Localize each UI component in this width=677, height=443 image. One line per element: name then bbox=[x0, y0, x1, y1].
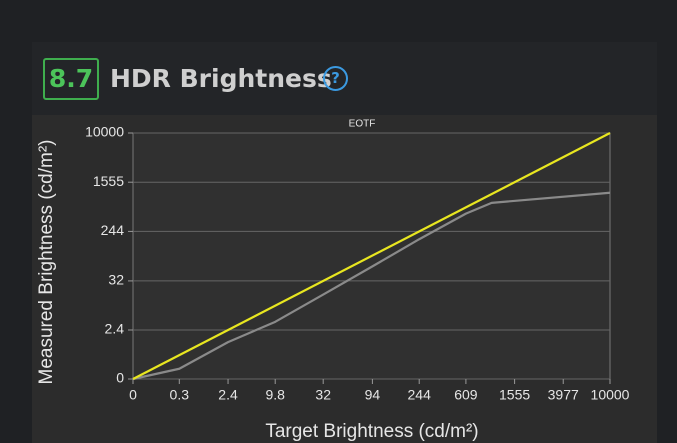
x-tick-label: 10000 bbox=[591, 387, 630, 403]
x-tick-label: 0.3 bbox=[170, 387, 190, 403]
score-badge: 8.7 bbox=[43, 58, 99, 100]
heading: HDR Brightness bbox=[110, 64, 332, 93]
x-tick-label: 94 bbox=[365, 387, 381, 403]
y-tick-label: 0 bbox=[116, 370, 124, 386]
y-tick-label: 244 bbox=[101, 222, 125, 238]
x-tick-label: 9.8 bbox=[265, 387, 285, 403]
x-tick-label: 609 bbox=[454, 387, 478, 403]
x-tick-label: 32 bbox=[315, 387, 331, 403]
y-axis-label: Measured Brightness (cd/m²) bbox=[36, 140, 57, 385]
y-tick-label: 10000 bbox=[85, 124, 124, 140]
chart-title: EOTF bbox=[349, 119, 376, 130]
x-axis-label: Target Brightness (cd/m²) bbox=[265, 421, 478, 442]
x-tick-label: 1555 bbox=[499, 387, 530, 403]
x-tick-label: 244 bbox=[408, 387, 432, 403]
help-icon[interactable]: ? bbox=[323, 66, 348, 91]
y-tick-label: 2.4 bbox=[105, 321, 125, 337]
data-line bbox=[132, 132, 611, 380]
data-line bbox=[132, 191, 611, 381]
x-tick-label: 0 bbox=[129, 387, 137, 403]
y-tick-label: 32 bbox=[108, 272, 124, 288]
x-tick-label: 2.4 bbox=[218, 387, 238, 403]
x-tick-label: 3977 bbox=[548, 387, 579, 403]
y-tick-label: 1555 bbox=[93, 173, 124, 189]
